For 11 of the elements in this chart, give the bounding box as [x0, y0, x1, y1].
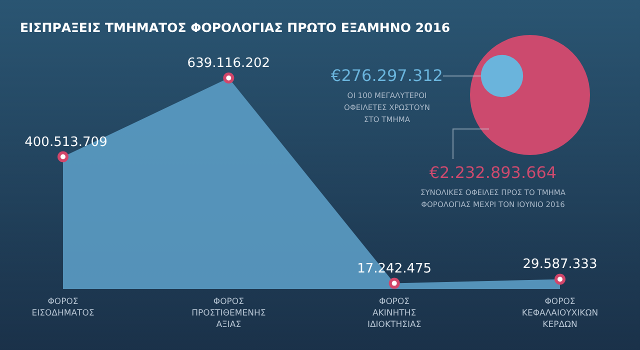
x-tick-label: ΦΟΡΟΣ ΚΕΦΑΛΑΙΟΥΧΙΚΩΝ ΚΕΡΔΩΝ	[522, 297, 598, 330]
data-label: 17.242.475	[357, 261, 432, 276]
x-tick-label: ΦΟΡΟΣ ΑΚΙΝΗΤΗΣ ΙΔΙΟΚΤΗΣΙΑΣ	[367, 297, 422, 330]
data-label: €276.297.312	[331, 66, 443, 85]
data-label: 29.587.333	[522, 257, 598, 272]
chart-title: ΕΙΣΠΡΑΞΕΙΣ ΤΜΗΜΑΤΟΣ ΦΟΡΟΛΟΓΙΑΣ ΠΡΩΤΟ ΕΞΑΜΗΝΟ 2016	[20, 20, 450, 35]
x-tick-label: ΦΟΡΟΣ ΠΡΟΣΤΙΘΕΜΕΝΗΣ ΑΞΙΑΣ	[192, 297, 266, 330]
x-tick-label: ΦΟΡΟΣ ΕΙΣΟΔΗΜΑΤΟΣ	[32, 297, 94, 318]
data-label: 400.513.709	[24, 134, 108, 150]
data-label: 639.116.202	[187, 56, 270, 71]
data-label: €2.232.893.664	[429, 163, 557, 182]
